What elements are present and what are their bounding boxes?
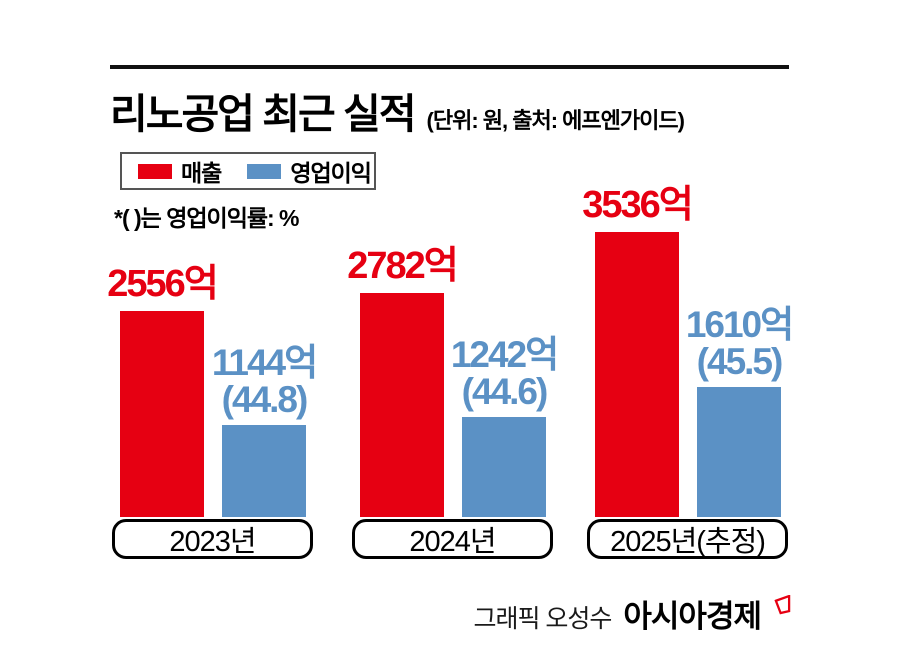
- page-title: 리노공업 최근 실적: [110, 91, 417, 137]
- bar-chart: 2556억 1144억 (44.8) 2023년 2782억 1242억 (44.6) 202…: [0, 180, 900, 559]
- header: 리노공업 최근 실적 (단위: 원, 출처: 에프엔가이드): [110, 80, 685, 140]
- revenue-bar: [120, 311, 204, 517]
- operating-profit-swatch-icon: [247, 163, 282, 179]
- footer-credit: 그래픽 오성수 아시아경제: [0, 591, 791, 636]
- margin-annotation: *( )는 영업이익률: %: [114, 205, 300, 231]
- category-label: 2024년: [409, 526, 496, 558]
- unit-source-note: (단위: 원, 출처: 에프엔가이드): [426, 108, 685, 133]
- category-label: 2023년: [169, 526, 256, 558]
- category-box: 2025년(추정): [587, 519, 788, 559]
- operating-profit-bar: [697, 387, 781, 517]
- legend-item-revenue: 매출: [138, 154, 222, 188]
- legend: 매출 영업이익: [120, 152, 376, 190]
- operating-profit-amount: 1242억: [450, 333, 559, 375]
- operating-profit-value-label: 1144억 (44.8): [211, 341, 318, 421]
- operating-margin-pct: (44.6): [461, 371, 549, 413]
- category-label: 2025년(추정): [610, 526, 766, 558]
- revenue-value-label: 3536억: [582, 184, 693, 226]
- operating-profit-value-label: 1242억 (44.6): [450, 333, 559, 413]
- chart-group: 3536억 1610억 (45.5) 2025년(추정): [582, 180, 794, 559]
- operating-profit-amount: 1144억: [211, 341, 318, 383]
- legend-label-revenue: 매출: [181, 160, 222, 186]
- category-box: 2023년: [112, 519, 313, 559]
- operating-margin-pct: (44.8): [221, 379, 309, 421]
- revenue-value-label: 2556억: [107, 263, 218, 305]
- operating-margin-pct: (45.5): [696, 341, 784, 383]
- chart-group: 2556억 1144억 (44.8) 2023년: [107, 180, 318, 559]
- legend-item-operating-profit: 영업이익: [247, 154, 372, 188]
- revenue-bar: [595, 232, 679, 517]
- revenue-swatch-icon: [138, 163, 172, 179]
- operating-profit-amount: 1610억: [685, 303, 794, 345]
- header-rule: [110, 65, 789, 69]
- chart-group: 2782억 1242억 (44.6) 2024년: [347, 180, 559, 559]
- revenue-bar: [360, 293, 444, 517]
- category-box: 2024년: [352, 519, 553, 559]
- graphic-credit: 그래픽 오성수: [473, 605, 612, 633]
- brand-logo: 아시아경제: [623, 599, 762, 634]
- operating-profit-bar: [462, 417, 546, 517]
- operating-profit-bar: [222, 425, 306, 517]
- brand-mark-icon: [774, 595, 791, 615]
- operating-profit-value-label: 1610억 (45.5): [685, 303, 794, 383]
- legend-label-operating-profit: 영업이익: [290, 160, 372, 186]
- revenue-value-label: 2782억: [347, 245, 458, 287]
